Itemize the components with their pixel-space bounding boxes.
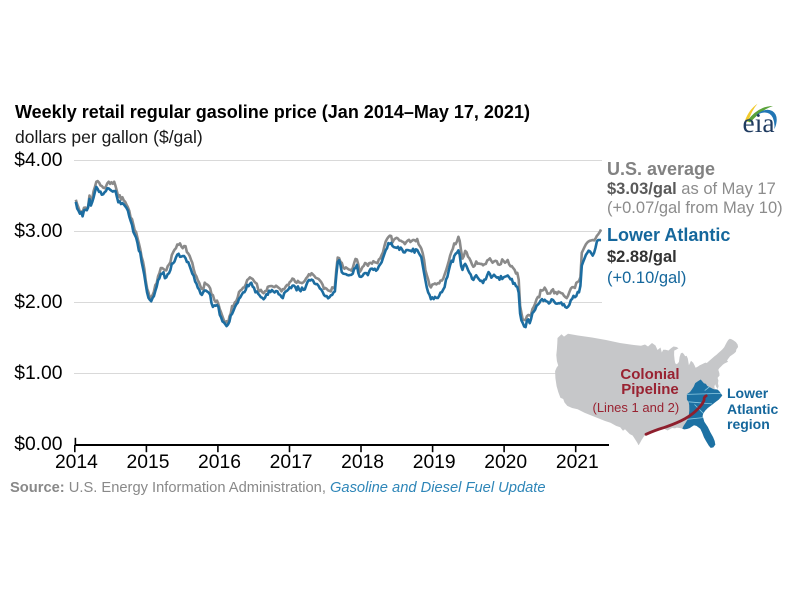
svg-text:eia: eia [743,107,775,138]
